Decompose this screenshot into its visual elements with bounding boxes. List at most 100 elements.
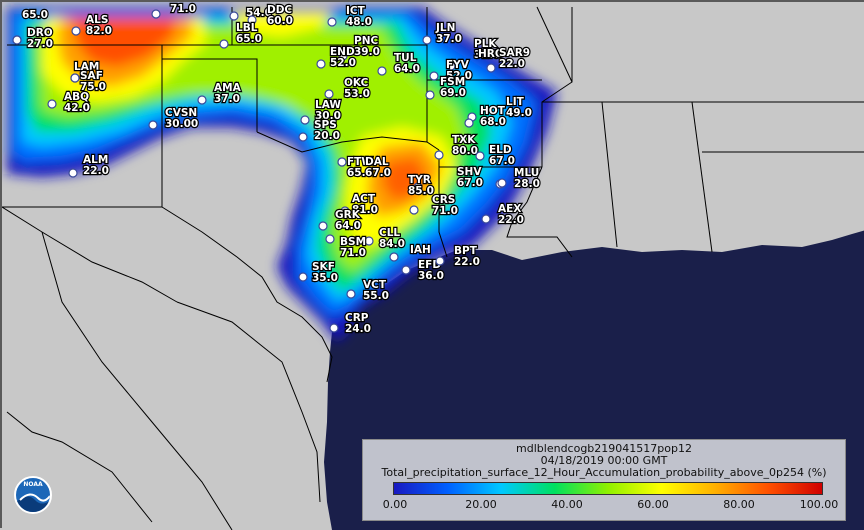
noaa-logo-icon[interactable]: NOAA xyxy=(14,476,52,514)
station-marker-icon[interactable] xyxy=(148,120,158,130)
station-id: DDC xyxy=(267,4,292,16)
station-marker-icon[interactable] xyxy=(219,39,229,49)
station-marker-icon[interactable] xyxy=(47,99,57,109)
station-value: 71.0 xyxy=(340,247,366,259)
station-marker-icon[interactable] xyxy=(377,66,387,76)
station-marker-icon[interactable] xyxy=(401,265,411,275)
station-value: 82.0 xyxy=(86,25,112,37)
station-marker-icon[interactable] xyxy=(229,11,239,21)
station-marker-icon[interactable] xyxy=(300,115,310,125)
station-marker-icon[interactable] xyxy=(324,89,334,99)
station-marker-icon[interactable] xyxy=(298,132,308,142)
station-marker-icon[interactable] xyxy=(338,51,348,61)
station-marker-icon[interactable] xyxy=(475,151,485,161)
station-id: FSM xyxy=(440,76,465,88)
station-id: CVSN xyxy=(165,107,197,119)
station-marker-icon[interactable] xyxy=(434,150,444,160)
station-marker-icon[interactable] xyxy=(346,289,356,299)
station-marker-icon[interactable] xyxy=(337,157,347,167)
station-marker-icon[interactable] xyxy=(316,59,326,69)
station-hro[interactable]: HRO xyxy=(446,47,505,71)
station-value: 71.0 xyxy=(170,3,196,15)
legend-title: mdlblendcogb219041517pop12 xyxy=(516,442,692,455)
station-marker-icon[interactable] xyxy=(68,168,78,178)
station-iah[interactable]: IAH xyxy=(389,243,432,262)
station-id: LAM xyxy=(74,61,99,73)
station-marker-icon[interactable] xyxy=(497,178,507,188)
station-marker-icon[interactable] xyxy=(389,252,399,262)
station-marker-icon[interactable] xyxy=(197,95,207,105)
station-marker-icon[interactable] xyxy=(325,234,335,244)
station-marker-icon[interactable] xyxy=(413,182,423,192)
station-id: TYR xyxy=(408,174,431,186)
station-marker-icon[interactable] xyxy=(409,205,419,215)
station-id: ELD xyxy=(489,144,512,156)
station-id: PNC xyxy=(354,35,378,47)
station-marker-icon[interactable] xyxy=(446,61,456,71)
station-marker-icon[interactable] xyxy=(481,214,491,224)
station-value: 48.0 xyxy=(346,16,372,28)
station-marker-icon[interactable] xyxy=(298,272,308,282)
station-id: ICT xyxy=(346,5,366,17)
station-marker-icon[interactable] xyxy=(70,73,80,83)
station-marker-icon[interactable] xyxy=(429,71,439,81)
station-marker-icon[interactable] xyxy=(12,35,22,45)
station-marker-icon[interactable] xyxy=(340,206,350,216)
station-marker-icon[interactable] xyxy=(71,26,81,36)
legend-tick-1: 20.00 xyxy=(465,498,497,511)
station-marker-icon[interactable] xyxy=(247,15,257,25)
station-marker-icon[interactable] xyxy=(327,17,337,27)
station-id: SAF xyxy=(80,70,103,82)
station-value: 22.0 xyxy=(454,256,480,268)
station-marker-icon[interactable] xyxy=(464,118,474,128)
station-marker-icon[interactable] xyxy=(151,9,161,19)
station-marker-icon[interactable] xyxy=(486,63,496,73)
station-marker-icon[interactable] xyxy=(318,221,328,231)
station-id: ALM xyxy=(83,154,108,166)
station-marker-icon[interactable] xyxy=(329,323,339,333)
station-marker-icon[interactable] xyxy=(364,236,374,246)
station-marker-icon[interactable] xyxy=(425,90,435,100)
station-marker-icon[interactable] xyxy=(435,256,445,266)
station-marker-icon[interactable] xyxy=(422,35,432,45)
station-unnamed-3[interactable]: 71.0 xyxy=(151,2,197,19)
